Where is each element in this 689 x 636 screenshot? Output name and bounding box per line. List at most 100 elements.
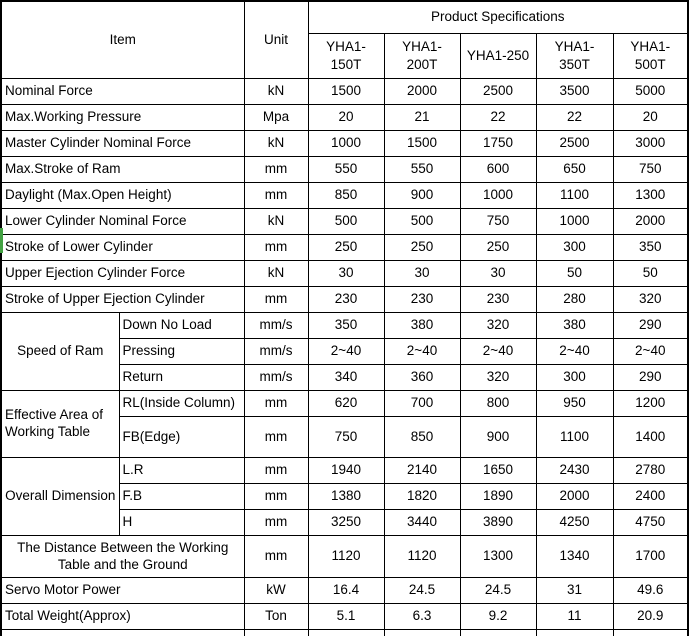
value-cell: 3890 — [459, 509, 537, 536]
value-cell: 5000 — [612, 78, 689, 105]
value-cell: 1120 — [383, 535, 461, 578]
value-cell: 500 — [307, 629, 385, 636]
value-cell: 9.2 — [459, 603, 537, 630]
table-row-servo-motor-power: Servo Motor Power kW 16.4 24.5 24.5 31 4… — [0, 577, 689, 604]
value-cell: 1500 — [307, 78, 385, 105]
value-cell: 2400 — [612, 483, 689, 510]
value-cell: 22 — [459, 104, 537, 131]
row-label: Lower Cylinder Nominal Force — [0, 208, 245, 235]
value-cell: 800 — [459, 390, 537, 417]
model-name-line2: 500T — [634, 57, 666, 72]
value-cell: 900 — [383, 182, 461, 209]
unit-cell: mm — [243, 182, 309, 209]
unit-cell: mm — [243, 416, 309, 458]
value-cell: 250 — [307, 234, 385, 261]
value-cell: 20.9 — [612, 603, 689, 630]
table-row-lower-cylinder-nominal-force: Lower Cylinder Nominal Force kN 500 500 … — [0, 208, 689, 235]
table-row-overall-lr: Overall Dimension L.R mm 1940 2140 1650 … — [0, 457, 689, 536]
value-cell: 2~40 — [535, 338, 614, 365]
value-cell: 3000 — [612, 130, 689, 157]
unit-cell: Mpa — [243, 104, 309, 131]
unit-cell: mm/s — [243, 338, 309, 365]
value-cell: 800 — [535, 629, 614, 636]
group-label-overall-dimension: Overall Dimension — [0, 457, 120, 536]
value-cell: 2000 — [383, 78, 461, 105]
header-row-1: Item Unit Product Specifications — [0, 0, 689, 79]
unit-cell: Ton — [243, 603, 309, 630]
value-cell: 3500 — [535, 78, 614, 105]
unit-cell: mm — [243, 390, 309, 417]
value-cell: 500 — [307, 208, 385, 235]
table-row-speed-return: Return mm/s 340 360 320 300 290 — [1, 364, 689, 391]
table-row-daylight: Daylight (Max.Open Height) mm 850 900 10… — [0, 182, 689, 209]
value-cell: 1820 — [383, 483, 461, 510]
value-cell: 360 — [383, 364, 461, 391]
value-cell: 750 — [612, 156, 689, 183]
value-cell: 230 — [383, 286, 461, 313]
value-cell: 250 — [383, 234, 461, 261]
model-header-yha1-250: YHA1-250 — [459, 33, 537, 79]
value-cell: 20 — [612, 104, 689, 131]
table-row-stroke-of-lower-cylinder: Stroke of Lower Cylinder mm 250 250 250 … — [0, 234, 689, 261]
row-label: Max.Working Pressure — [0, 104, 245, 131]
table-row-stroke-of-upper-ejection-cylinder: Stroke of Upper Ejection Cylinder mm 230… — [0, 286, 689, 313]
unit-cell: L — [243, 629, 309, 636]
value-cell: 250 — [459, 234, 537, 261]
model-header-yha1-200t: YHA1- 200T — [383, 33, 461, 79]
value-cell: 650 — [535, 156, 614, 183]
value-cell: 4250 — [535, 509, 614, 536]
value-cell: 30 — [307, 260, 385, 287]
unit-cell: mm — [243, 483, 309, 510]
value-cell: 950 — [535, 390, 614, 417]
value-cell: 2500 — [535, 130, 614, 157]
value-cell: 5.1 — [307, 603, 385, 630]
value-cell: 6.3 — [383, 603, 461, 630]
value-cell: 1000 — [535, 208, 614, 235]
value-cell: 620 — [307, 390, 385, 417]
sub-label: Pressing — [118, 338, 245, 365]
model-header-yha1-350t: YHA1- 350T — [535, 33, 614, 79]
sub-label: L.R — [118, 457, 245, 484]
green-cell-border-artifact — [0, 228, 3, 253]
value-cell: 290 — [612, 364, 689, 391]
value-cell: 3440 — [383, 509, 461, 536]
table-row-max-working-pressure: Max.Working Pressure Mpa 20 21 22 22 20 — [0, 104, 689, 131]
table-row-oil-quantity: Oil Quantity(Approx) L 500 650 700 800 9… — [0, 629, 689, 636]
value-cell: 2430 — [535, 457, 614, 484]
value-cell: 49.6 — [612, 577, 689, 604]
group-label-effective-area: Effective Area of Working Table — [0, 390, 120, 458]
value-cell: 340 — [307, 364, 385, 391]
value-cell: 2~40 — [307, 338, 385, 365]
value-cell: 1300 — [612, 182, 689, 209]
value-cell: 1200 — [612, 390, 689, 417]
unit-cell: mm/s — [243, 312, 309, 339]
value-cell: 4750 — [612, 509, 689, 536]
value-cell: 750 — [459, 208, 537, 235]
unit-cell: kN — [243, 130, 309, 157]
value-cell: 1300 — [459, 535, 537, 578]
unit-cell: mm — [243, 156, 309, 183]
value-cell: 300 — [535, 234, 614, 261]
value-cell: 320 — [612, 286, 689, 313]
row-label: Master Cylinder Nominal Force — [0, 130, 245, 157]
row-label: Stroke of Upper Ejection Cylinder — [0, 286, 245, 313]
value-cell: 290 — [612, 312, 689, 339]
value-cell: 550 — [307, 156, 385, 183]
model-name-line2: 350T — [559, 57, 590, 72]
row-label: Nominal Force — [0, 78, 245, 105]
unit-header: Unit — [243, 0, 309, 79]
value-cell: 20 — [307, 104, 385, 131]
value-cell: 50 — [612, 260, 689, 287]
value-cell: 50 — [535, 260, 614, 287]
row-label: Oil Quantity(Approx) — [0, 629, 245, 636]
row-label: Upper Ejection Cylinder Force — [0, 260, 245, 287]
value-cell: 1500 — [383, 130, 461, 157]
row-label: The Distance Between the Working Table a… — [0, 535, 245, 578]
sub-label: F.B — [118, 483, 245, 510]
unit-cell: kN — [243, 260, 309, 287]
value-cell: 230 — [307, 286, 385, 313]
value-cell: 700 — [383, 390, 461, 417]
value-cell: 2000 — [612, 208, 689, 235]
value-cell: 2~40 — [612, 338, 689, 365]
